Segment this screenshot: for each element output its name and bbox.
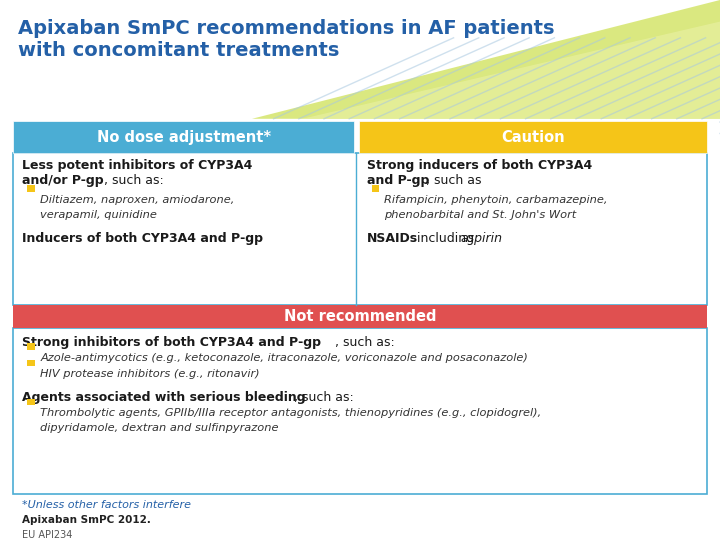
Text: NSAIDs: NSAIDs — [367, 232, 418, 245]
Bar — [372, 185, 379, 192]
Text: , such as:: , such as: — [335, 336, 395, 349]
Text: No dose adjustment*: No dose adjustment* — [96, 130, 271, 145]
Polygon shape — [302, 22, 720, 119]
Bar — [0, 0, 720, 119]
Bar — [27, 185, 35, 192]
Bar — [27, 399, 35, 405]
Bar — [13, 122, 354, 153]
Bar — [13, 328, 707, 494]
Text: and/or P-gp: and/or P-gp — [22, 174, 103, 187]
Text: Strong inducers of both CYP3A4: Strong inducers of both CYP3A4 — [367, 159, 593, 172]
Text: Rifampicin, phenytoin, carbamazepine,: Rifampicin, phenytoin, carbamazepine, — [384, 195, 608, 205]
Text: phenobarbital and St. John's Wort: phenobarbital and St. John's Wort — [384, 210, 577, 220]
Text: , such as:: , such as: — [104, 174, 164, 187]
Bar — [27, 360, 35, 366]
Bar — [13, 305, 707, 328]
Text: Agents associated with serious bleeding: Agents associated with serious bleeding — [22, 391, 305, 404]
Text: HIV protease inhibitors (e.g., ritonavir): HIV protease inhibitors (e.g., ritonavir… — [40, 369, 260, 380]
Text: *Unless other factors interfere: *Unless other factors interfere — [22, 500, 191, 510]
Text: Azole-antimycotics (e.g., ketoconazole, itraconazole, voriconazole and posaconaz: Azole-antimycotics (e.g., ketoconazole, … — [40, 353, 528, 363]
Text: and P-gp: and P-gp — [367, 174, 430, 187]
Text: Caution: Caution — [501, 130, 564, 145]
Text: Thrombolytic agents, GPIIb/IIIa receptor antagonists, thienopyridines (e.g., clo: Thrombolytic agents, GPIIb/IIIa receptor… — [40, 408, 541, 418]
Text: with concomitant treatments: with concomitant treatments — [18, 40, 339, 59]
Text: Strong inhibitors of both CYP3A4 and P‑gp: Strong inhibitors of both CYP3A4 and P‑g… — [22, 336, 320, 349]
Text: Apixaban SmPC recommendations in AF patients: Apixaban SmPC recommendations in AF pati… — [18, 19, 554, 38]
Text: Inducers of both CYP3A4 and P‑gp: Inducers of both CYP3A4 and P‑gp — [22, 232, 263, 245]
Bar — [27, 343, 35, 350]
Text: aspirin: aspirin — [461, 232, 503, 245]
Text: Diltiazem, naproxen, amiodarone,: Diltiazem, naproxen, amiodarone, — [40, 195, 235, 205]
Text: Apixaban SmPC 2012.: Apixaban SmPC 2012. — [22, 515, 150, 525]
Text: including: including — [413, 232, 478, 245]
Bar — [13, 153, 707, 305]
Polygon shape — [252, 0, 720, 119]
Text: EU API234: EU API234 — [22, 530, 72, 540]
Text: verapamil, quinidine: verapamil, quinidine — [40, 210, 157, 220]
Text: Not recommended: Not recommended — [284, 309, 436, 324]
Text: dipyridamole, dextran and sulfinpyrazone: dipyridamole, dextran and sulfinpyrazone — [40, 423, 279, 434]
Text: Less potent inhibitors of CYP3A4: Less potent inhibitors of CYP3A4 — [22, 159, 252, 172]
Text: , such as:: , such as: — [294, 391, 354, 404]
Bar — [359, 122, 707, 153]
Text: , such as: , such as — [426, 174, 482, 187]
